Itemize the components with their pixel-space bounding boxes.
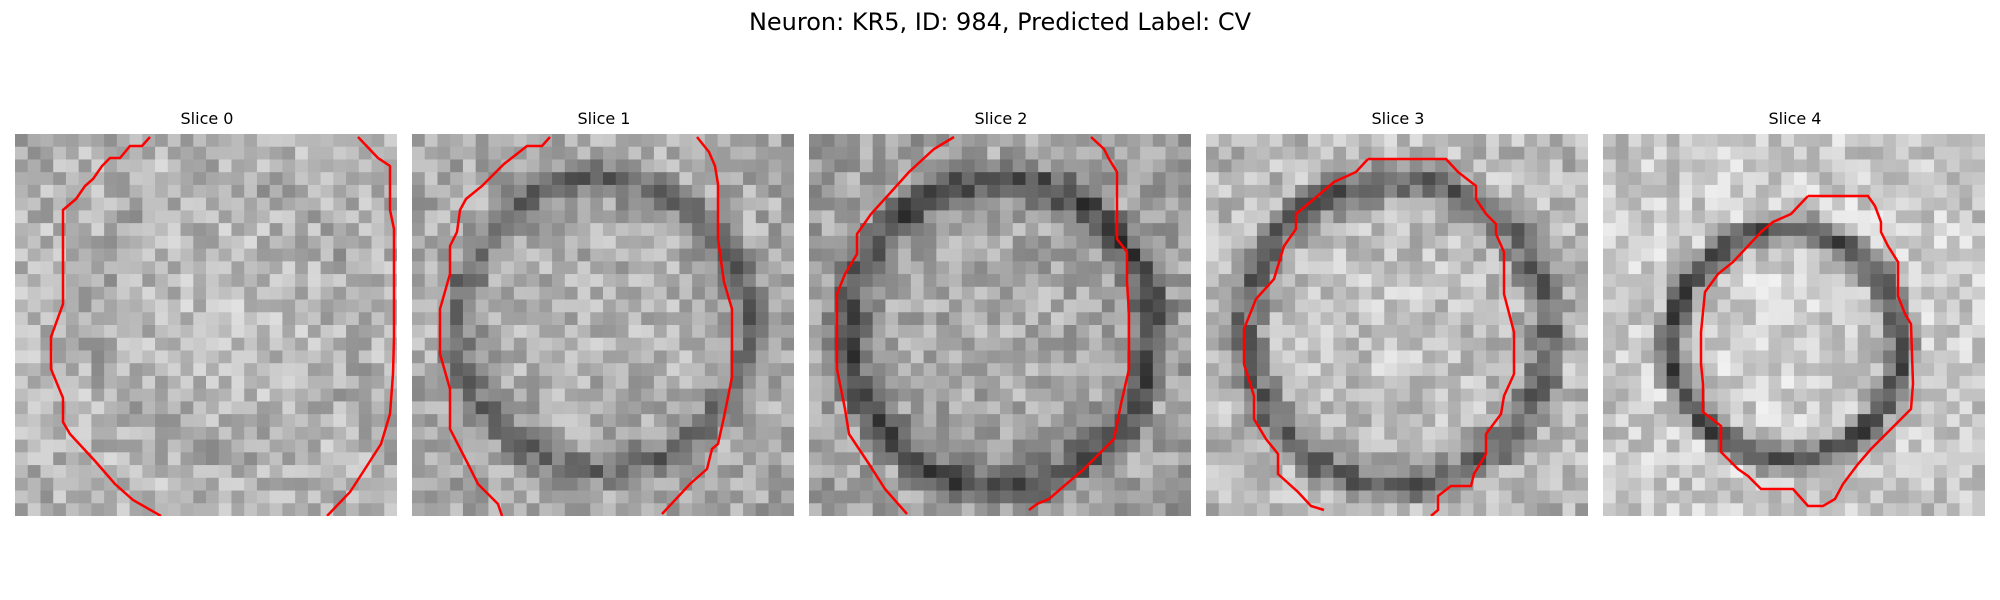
cell-contour-0 (49, 136, 396, 516)
slice-panel-1: Slice 1 (412, 108, 796, 516)
pixel-grid-1 (412, 134, 794, 516)
slice-panel-2: Slice 2 (809, 108, 1193, 516)
microscopy-image-4 (1603, 134, 1985, 516)
figure-title: Neuron: KR5, ID: 984, Predicted Label: C… (748, 8, 1252, 36)
slice-panel-0: Slice 0 (15, 108, 399, 516)
cell-contour-3 (1242, 157, 1516, 516)
pixel-grid-2 (809, 134, 1191, 516)
microscopy-image-0 (15, 134, 397, 516)
slice-title-0: Slice 0 (180, 109, 234, 128)
slice-title-2: Slice 2 (974, 109, 1028, 128)
slice-panel-3: Slice 3 (1206, 108, 1590, 516)
pixel-grid-4 (1603, 134, 1985, 516)
cell-contour-4 (1699, 194, 1915, 508)
slice-title-3: Slice 3 (1371, 109, 1425, 128)
microscopy-image-1 (412, 134, 794, 516)
slice-title-1: Slice 1 (577, 109, 631, 128)
slice-title-4: Slice 4 (1768, 109, 1822, 128)
cell-contour-1 (438, 136, 734, 516)
slice-panel-4: Slice 4 (1603, 108, 1987, 516)
pixel-grid-0 (15, 134, 397, 516)
pixel-grid-3 (1206, 134, 1588, 516)
microscopy-image-2 (809, 134, 1191, 516)
microscopy-image-3 (1206, 134, 1588, 516)
cell-contour-2 (835, 135, 1131, 515)
